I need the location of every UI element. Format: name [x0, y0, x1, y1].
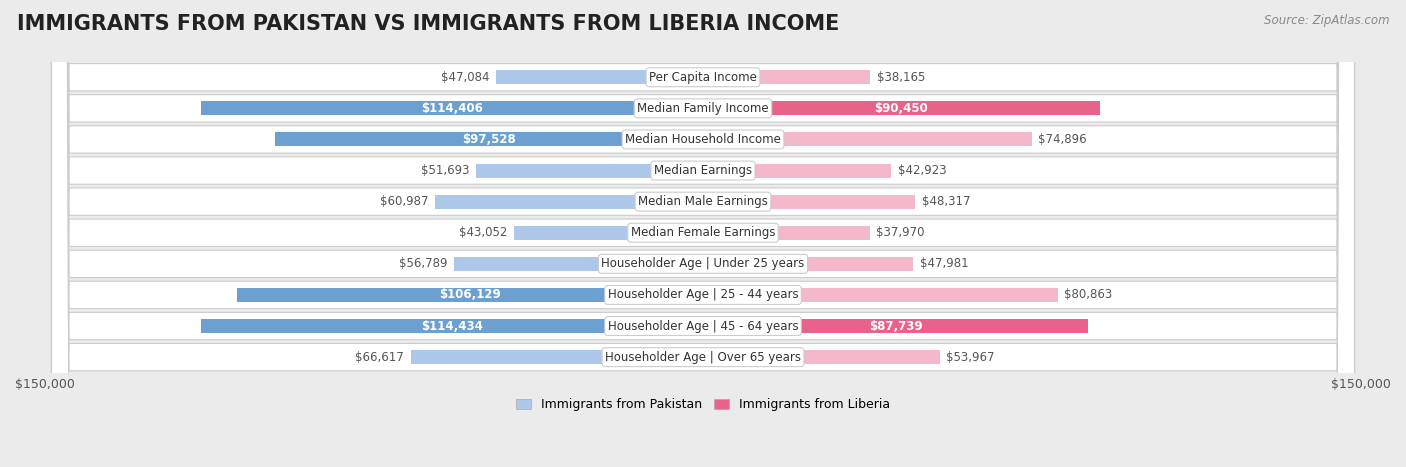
Bar — [703, 195, 915, 209]
FancyBboxPatch shape — [52, 0, 1354, 467]
FancyBboxPatch shape — [52, 0, 1354, 467]
Bar — [201, 101, 703, 115]
Text: $114,434: $114,434 — [420, 319, 482, 333]
Bar — [238, 288, 703, 302]
FancyBboxPatch shape — [52, 0, 1354, 467]
Text: Median Household Income: Median Household Income — [626, 133, 780, 146]
Bar — [436, 195, 703, 209]
Text: $53,967: $53,967 — [946, 351, 995, 364]
Text: $80,863: $80,863 — [1064, 289, 1112, 301]
Bar — [703, 70, 870, 84]
FancyBboxPatch shape — [52, 0, 1354, 467]
Bar — [515, 226, 703, 240]
Bar — [703, 163, 891, 177]
Text: $66,617: $66,617 — [356, 351, 404, 364]
Bar — [703, 226, 869, 240]
FancyBboxPatch shape — [52, 0, 1354, 467]
Bar — [703, 319, 1088, 333]
Text: $47,981: $47,981 — [920, 257, 969, 270]
Text: Householder Age | Over 65 years: Householder Age | Over 65 years — [605, 351, 801, 364]
Bar — [703, 350, 939, 364]
Text: Per Capita Income: Per Capita Income — [650, 71, 756, 84]
Text: IMMIGRANTS FROM PAKISTAN VS IMMIGRANTS FROM LIBERIA INCOME: IMMIGRANTS FROM PAKISTAN VS IMMIGRANTS F… — [17, 14, 839, 34]
Text: $60,987: $60,987 — [381, 195, 429, 208]
Bar — [703, 257, 914, 271]
Text: Householder Age | Under 25 years: Householder Age | Under 25 years — [602, 257, 804, 270]
Bar — [201, 319, 703, 333]
Text: $56,789: $56,789 — [399, 257, 447, 270]
FancyBboxPatch shape — [52, 0, 1354, 467]
Bar — [454, 257, 703, 271]
Text: $90,450: $90,450 — [875, 102, 928, 115]
Bar — [276, 133, 703, 147]
Text: $87,739: $87,739 — [869, 319, 922, 333]
Text: Median Male Earnings: Median Male Earnings — [638, 195, 768, 208]
Bar — [703, 288, 1057, 302]
Legend: Immigrants from Pakistan, Immigrants from Liberia: Immigrants from Pakistan, Immigrants fro… — [510, 393, 896, 416]
Bar — [496, 70, 703, 84]
Bar — [703, 101, 1099, 115]
Text: Source: ZipAtlas.com: Source: ZipAtlas.com — [1264, 14, 1389, 27]
Text: $51,693: $51,693 — [422, 164, 470, 177]
Text: $37,970: $37,970 — [876, 226, 925, 239]
Text: Median Earnings: Median Earnings — [654, 164, 752, 177]
FancyBboxPatch shape — [52, 0, 1354, 467]
Text: Median Family Income: Median Family Income — [637, 102, 769, 115]
Bar — [477, 163, 703, 177]
Text: Median Female Earnings: Median Female Earnings — [631, 226, 775, 239]
Text: $74,896: $74,896 — [1038, 133, 1087, 146]
Text: $114,406: $114,406 — [422, 102, 484, 115]
FancyBboxPatch shape — [52, 0, 1354, 467]
FancyBboxPatch shape — [52, 0, 1354, 467]
FancyBboxPatch shape — [52, 0, 1354, 467]
Text: $42,923: $42,923 — [898, 164, 946, 177]
Text: $106,129: $106,129 — [439, 289, 501, 301]
Text: $97,528: $97,528 — [463, 133, 516, 146]
Text: Householder Age | 45 - 64 years: Householder Age | 45 - 64 years — [607, 319, 799, 333]
Text: $47,084: $47,084 — [441, 71, 489, 84]
Text: $43,052: $43,052 — [460, 226, 508, 239]
Text: $48,317: $48,317 — [921, 195, 970, 208]
Text: Householder Age | 25 - 44 years: Householder Age | 25 - 44 years — [607, 289, 799, 301]
Bar — [411, 350, 703, 364]
Text: $38,165: $38,165 — [877, 71, 925, 84]
Bar — [703, 133, 1032, 147]
